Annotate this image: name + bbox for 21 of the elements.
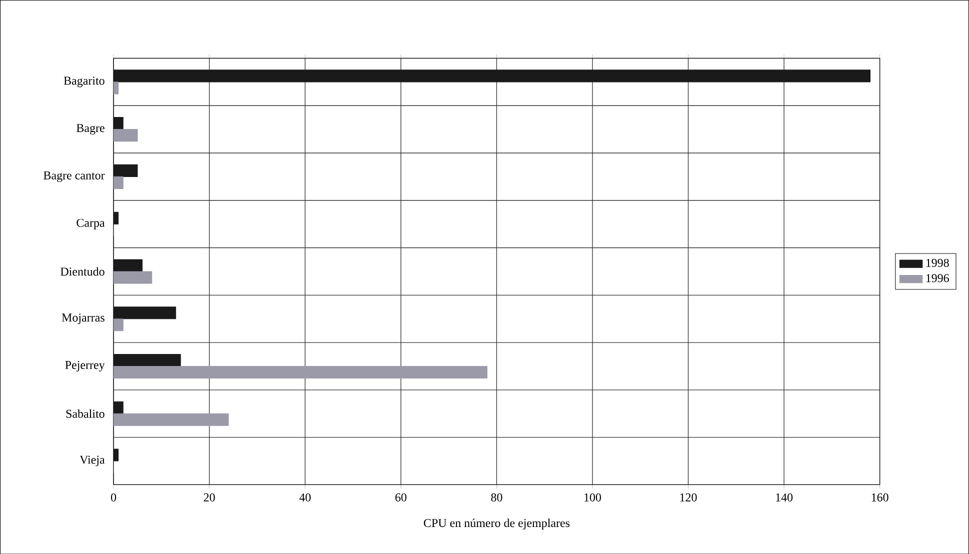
x-tick-label: 80	[491, 493, 502, 502]
x-tick-label: 0	[111, 493, 116, 502]
y-tick-label: Bagre cantor	[44, 171, 105, 182]
x-tick-label: 120	[680, 493, 697, 502]
x-tick-label: 20	[204, 493, 215, 502]
y-tick-label: Dientudo	[60, 267, 104, 276]
x-axis-title: CPU en número de ejemplares	[424, 518, 570, 530]
x-tick-label: 40	[299, 493, 311, 502]
y-tick-label: Mojarras	[62, 313, 104, 324]
x-tick-label: 160	[872, 493, 888, 502]
y-tick-label: Vieja	[80, 456, 105, 466]
x-tick-label: 100	[584, 493, 601, 502]
y-tick-label: Bagarito	[64, 76, 104, 88]
x-tick-label: 60	[395, 493, 406, 502]
legend-label: 1996	[926, 274, 949, 282]
x-tick-label: 140	[776, 493, 793, 502]
y-tick-label: Bagre	[76, 124, 104, 134]
y-tick-label: Pejerrey	[65, 360, 105, 372]
legend-label: 1998	[926, 258, 949, 267]
y-tick-label: Sabalito	[66, 409, 104, 418]
y-tick-label: Carpa	[76, 218, 105, 230]
